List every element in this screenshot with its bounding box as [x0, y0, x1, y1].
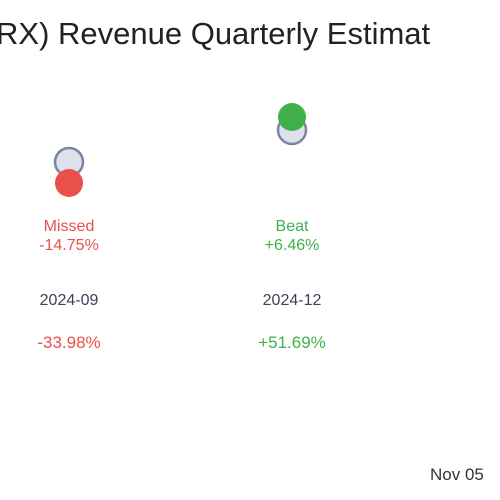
result-status-label: Missed	[44, 218, 95, 235]
chart-title: RX) Revenue Quarterly Estimat	[0, 16, 431, 51]
period-tick-label: 2024-12	[263, 292, 322, 309]
surprise-percent-label: -14.75%	[39, 237, 99, 254]
surprise-percent-label: +6.46%	[265, 237, 320, 254]
result-status-label: Beat	[276, 218, 309, 235]
period-tick-label: 2024-09	[40, 292, 99, 309]
footer-date: Nov 05	[430, 465, 484, 484]
actual-marker	[278, 103, 306, 131]
growth-percent-label: +51.69%	[258, 333, 326, 352]
chart-marks: Missed -14.75% 2024-09 -33.98% Beat +6.46% 202…	[37, 103, 326, 352]
growth-percent-label: -33.98%	[37, 333, 100, 352]
actual-marker	[55, 169, 83, 197]
